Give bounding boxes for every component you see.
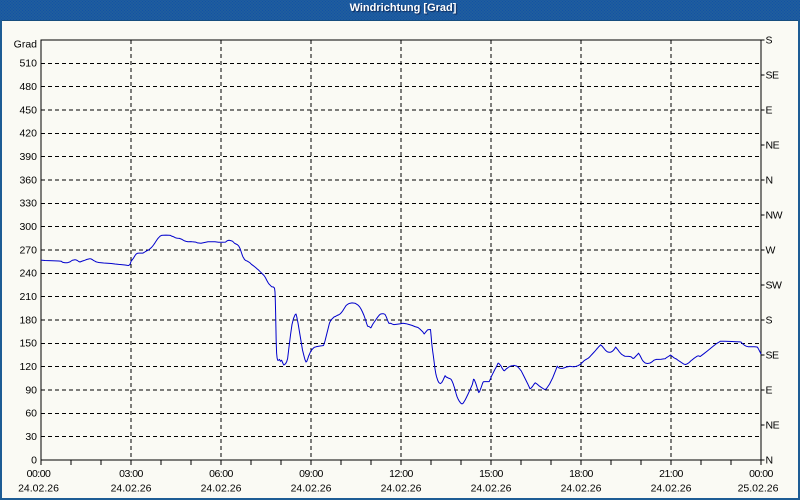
svg-text:E: E bbox=[766, 384, 773, 396]
svg-text:E: E bbox=[766, 104, 773, 116]
svg-text:24.02.26: 24.02.26 bbox=[18, 482, 59, 494]
svg-text:S: S bbox=[766, 314, 773, 326]
svg-text:06:00: 06:00 bbox=[209, 468, 233, 480]
svg-text:90: 90 bbox=[25, 384, 37, 396]
svg-text:N: N bbox=[766, 174, 773, 186]
svg-text:Grad: Grad bbox=[14, 38, 38, 50]
svg-text:S: S bbox=[766, 34, 773, 46]
svg-text:240: 240 bbox=[19, 268, 37, 280]
svg-text:12:00: 12:00 bbox=[389, 468, 413, 480]
svg-text:SE: SE bbox=[766, 69, 780, 81]
svg-text:18:00: 18:00 bbox=[569, 468, 593, 480]
svg-text:450: 450 bbox=[19, 104, 37, 116]
svg-text:480: 480 bbox=[19, 81, 37, 93]
svg-text:21:00: 21:00 bbox=[659, 468, 683, 480]
svg-text:SE: SE bbox=[766, 349, 780, 361]
svg-text:24.02.26: 24.02.26 bbox=[201, 482, 242, 494]
svg-text:24.02.26: 24.02.26 bbox=[471, 482, 512, 494]
svg-text:W: W bbox=[766, 244, 776, 256]
svg-text:00:00: 00:00 bbox=[749, 468, 773, 480]
svg-text:120: 120 bbox=[19, 361, 37, 373]
svg-text:60: 60 bbox=[25, 408, 37, 420]
svg-text:270: 270 bbox=[19, 244, 37, 256]
svg-text:360: 360 bbox=[19, 174, 37, 186]
svg-text:SW: SW bbox=[766, 279, 783, 291]
svg-text:330: 330 bbox=[19, 198, 37, 210]
svg-text:300: 300 bbox=[19, 221, 37, 233]
svg-text:N: N bbox=[766, 454, 773, 466]
svg-text:24.02.26: 24.02.26 bbox=[291, 482, 332, 494]
svg-text:210: 210 bbox=[19, 291, 37, 303]
svg-text:24.02.26: 24.02.26 bbox=[381, 482, 422, 494]
svg-text:09:00: 09:00 bbox=[299, 468, 323, 480]
svg-text:0: 0 bbox=[31, 454, 37, 466]
svg-text:510: 510 bbox=[19, 58, 37, 70]
svg-text:180: 180 bbox=[19, 314, 37, 326]
svg-text:390: 390 bbox=[19, 151, 37, 163]
svg-text:25.02.26: 25.02.26 bbox=[738, 482, 779, 494]
svg-text:420: 420 bbox=[19, 128, 37, 140]
svg-text:150: 150 bbox=[19, 338, 37, 350]
svg-text:24.02.26: 24.02.26 bbox=[561, 482, 602, 494]
svg-text:03:00: 03:00 bbox=[119, 468, 143, 480]
svg-text:30: 30 bbox=[25, 431, 37, 443]
svg-text:00:00: 00:00 bbox=[27, 468, 51, 480]
svg-text:NE: NE bbox=[766, 419, 780, 431]
svg-text:15:00: 15:00 bbox=[479, 468, 503, 480]
svg-text:NW: NW bbox=[766, 209, 783, 221]
svg-text:NE: NE bbox=[766, 139, 780, 151]
svg-text:24.02.26: 24.02.26 bbox=[111, 482, 152, 494]
svg-text:24.02.26: 24.02.26 bbox=[651, 482, 692, 494]
